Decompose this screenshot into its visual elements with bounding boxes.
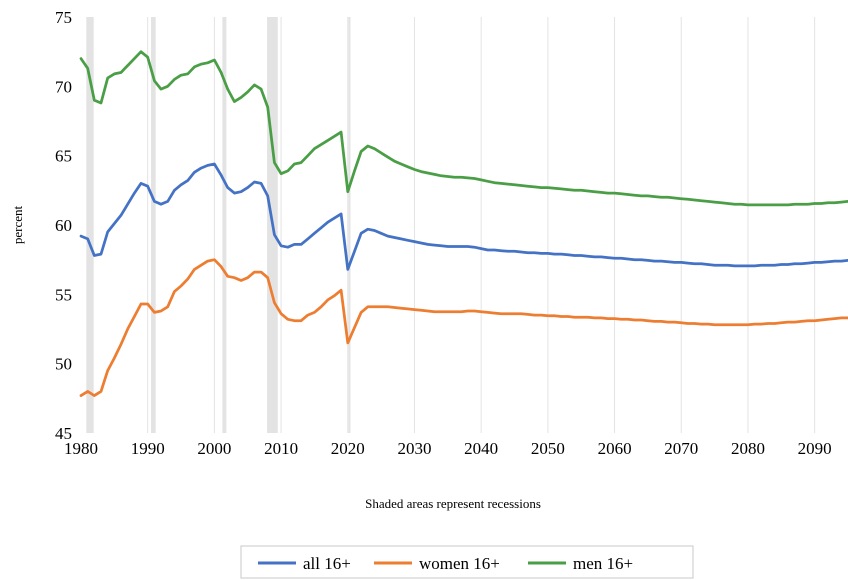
y-tick-label: 55 (55, 285, 72, 304)
y-tick-label: 75 (55, 8, 72, 27)
x-tick-label: 1990 (131, 439, 165, 458)
x-tick-label: 2000 (197, 439, 231, 458)
x-axis-ticks: 1980 1990 2000 2010 2020 2030 2040 2050 2060 2070… (64, 439, 832, 458)
y-tick-label: 50 (55, 355, 72, 374)
recession-note: Shaded areas represent recessions (365, 496, 541, 511)
x-tick-label: 2020 (331, 439, 365, 458)
x-tick-label: 2030 (397, 439, 431, 458)
x-tick-label: 1980 (64, 439, 98, 458)
recession-band (86, 17, 94, 433)
x-tick-label: 2090 (798, 439, 832, 458)
series-line-women (79, 258, 848, 397)
vertical-gridlines (147, 17, 816, 433)
series-line-all (79, 162, 848, 271)
y-axis-ticks: 45 50 55 60 65 70 75 (55, 8, 72, 443)
y-tick-label: 60 (55, 216, 72, 235)
y-axis-label: percent (10, 205, 25, 244)
x-tick-label: 2050 (531, 439, 565, 458)
series-lines (79, 50, 848, 397)
x-tick-label: 2010 (264, 439, 298, 458)
legend: all 16+ women 16+ men 16+ (240, 545, 694, 579)
recession-shading-layer (86, 17, 351, 433)
x-tick-label: 2040 (464, 439, 498, 458)
y-tick-label: 65 (55, 147, 72, 166)
x-tick-label: 2070 (664, 439, 698, 458)
y-tick-label: 45 (55, 424, 72, 443)
x-tick-label: 2060 (598, 439, 632, 458)
legend-box (240, 545, 694, 579)
legend-label: women 16+ (419, 554, 500, 573)
x-tick-label: 2080 (731, 439, 765, 458)
legend-label: men 16+ (573, 554, 633, 573)
legend-label: all 16+ (303, 554, 351, 573)
recession-band (222, 17, 227, 433)
recession-band (151, 17, 156, 433)
recession-band (348, 17, 351, 433)
series-line-men (79, 50, 848, 207)
y-tick-label: 70 (55, 77, 72, 96)
